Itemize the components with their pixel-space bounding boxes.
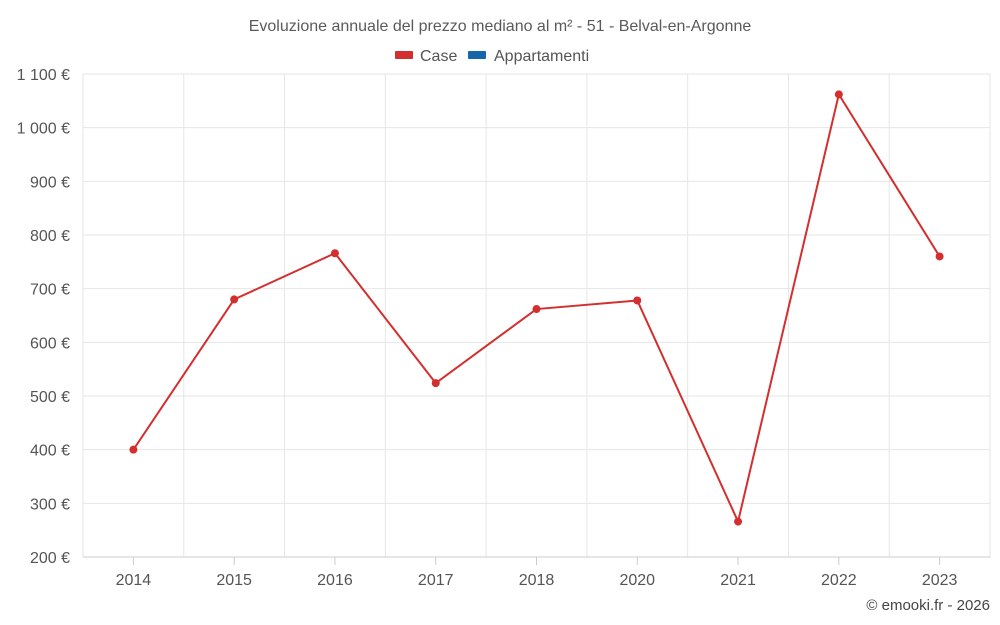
legend-item-appartamenti[interactable]: Appartamenti xyxy=(468,48,589,65)
series-case xyxy=(129,90,944,526)
credit-text: © emooki.fr - 2026 xyxy=(866,597,990,614)
x-tick-label: 2015 xyxy=(216,572,252,589)
x-tick-label: 2018 xyxy=(519,572,555,589)
x-tick-label: 2021 xyxy=(720,572,756,589)
x-tick-label: 2023 xyxy=(922,572,958,589)
legend-swatch-case xyxy=(395,51,413,59)
data-point-case[interactable] xyxy=(431,379,440,388)
x-tick-label: 2014 xyxy=(116,572,152,589)
legend-label-case: Case xyxy=(420,48,457,65)
data-point-case[interactable] xyxy=(633,296,642,305)
y-tick-label: 700 € xyxy=(30,282,70,299)
x-tick-label: 2016 xyxy=(317,572,353,589)
x-tick-label: 2017 xyxy=(418,572,454,589)
y-axis: 200 € 300 € 400 € 500 € 600 € 700 € 800 € 900 €… xyxy=(17,67,70,567)
data-point-case[interactable] xyxy=(532,305,541,314)
y-tick-label: 200 € xyxy=(30,550,70,567)
y-tick-label: 800 € xyxy=(30,228,70,245)
y-tick-label: 1 100 € xyxy=(17,67,70,84)
data-point-case[interactable] xyxy=(734,517,743,526)
data-point-case[interactable] xyxy=(129,445,138,454)
legend-label-appartamenti: Appartamenti xyxy=(494,48,589,65)
y-tick-label: 600 € xyxy=(30,335,70,352)
grid xyxy=(82,73,991,558)
x-tick-label: 2020 xyxy=(619,572,655,589)
y-tick-label: 300 € xyxy=(30,496,70,513)
legend-swatch-appartamenti xyxy=(468,51,486,59)
data-point-case[interactable] xyxy=(935,252,944,261)
x-axis: 2014 2015 2016 2017 2018 2020 2021 2022 2023 xyxy=(83,556,990,589)
data-point-case[interactable] xyxy=(230,295,239,304)
legend: Case Appartamenti xyxy=(395,48,589,65)
legend-item-case[interactable]: Case xyxy=(395,48,457,65)
chart-title: Evoluzione annuale del prezzo mediano al… xyxy=(249,18,752,35)
data-point-case[interactable] xyxy=(330,249,339,258)
y-tick-label: 1 000 € xyxy=(17,121,70,138)
x-tick-label: 2022 xyxy=(821,572,857,589)
y-tick-label: 500 € xyxy=(30,389,70,406)
y-tick-label: 400 € xyxy=(30,443,70,460)
data-point-case[interactable] xyxy=(834,90,843,99)
y-tick-label: 900 € xyxy=(30,174,70,191)
